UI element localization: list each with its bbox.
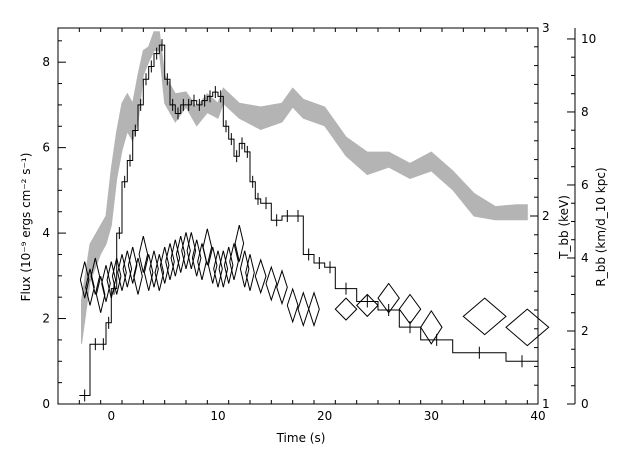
radius-diamond: [254, 258, 267, 295]
radius-diamond: [334, 297, 358, 321]
radius-diamond: [90, 257, 101, 295]
radius-diamond: [127, 246, 138, 284]
radius-diamond: [218, 250, 229, 288]
flux-histogram-layer: [79, 39, 538, 402]
x-axis-title: Time (s): [276, 431, 326, 445]
flux-tick-label: 4: [42, 226, 50, 240]
radius-diamond: [133, 257, 143, 295]
radius-tick-label: 2: [581, 324, 589, 338]
x-tick-label: 40: [530, 409, 545, 423]
temperature-tick-label: 3: [542, 21, 550, 35]
temperature-tick-label: 1: [542, 397, 550, 411]
x-tick-label: 0: [108, 409, 116, 423]
flux-tick-label: 8: [42, 55, 50, 69]
radius-diamond: [202, 228, 213, 266]
radius-diamond: [234, 224, 245, 262]
radius-tick-label: 0: [581, 397, 589, 411]
flux-histogram-line: [79, 44, 538, 396]
radius-tick-label: 4: [581, 251, 589, 265]
temperature-axis-title: T_bb (keV): [557, 195, 571, 260]
radius-diamond: [276, 269, 288, 306]
radius-diamond: [95, 276, 106, 313]
radius-diamond-layer: [79, 224, 550, 347]
flux-tick-label: 2: [42, 312, 50, 326]
flux-axis-title: Flux (10⁻⁹ ergs cm⁻² s⁻¹): [19, 153, 33, 302]
radius-diamond: [165, 243, 175, 281]
radius-diamond: [229, 243, 239, 281]
radius-diamond: [175, 235, 186, 273]
radius-diamond: [505, 308, 550, 347]
radius-diamond: [398, 293, 422, 325]
radius-diamond: [85, 268, 95, 306]
radius-diamond: [170, 239, 181, 277]
radius-diamond: [186, 232, 197, 270]
temperature-band: [81, 31, 528, 344]
radius-tick-label: 8: [581, 105, 589, 119]
radius-diamond: [111, 257, 122, 295]
x-tick-label: 20: [317, 409, 332, 423]
radius-tick-label: 10: [581, 32, 596, 46]
radius-diamond: [265, 265, 278, 302]
radius-diamond: [138, 235, 149, 273]
radius-diamond: [79, 261, 90, 299]
radius-diamond: [245, 254, 255, 291]
radius-diamond: [420, 309, 443, 345]
radius-diamond: [159, 246, 170, 284]
radius-tick-label: 6: [581, 178, 589, 192]
radius-diamond: [223, 246, 234, 284]
radius-diamond: [122, 250, 133, 288]
radius-diamond: [117, 254, 127, 291]
radius-diamond: [308, 291, 320, 328]
axis-ticks-layer: [57, 27, 576, 405]
x-tick-label: 30: [424, 409, 439, 423]
flux-tick-label: 0: [42, 397, 50, 411]
radius-diamond: [154, 254, 165, 291]
temperature-band-layer: [81, 31, 528, 344]
temperature-tick-label: 2: [542, 209, 550, 223]
x-tick-label: 10: [210, 409, 225, 423]
radius-axis-title: R_bb (km/d_10 kpc): [594, 167, 608, 286]
radius-diamond: [143, 254, 154, 291]
flux-tick-label: 6: [42, 141, 50, 155]
radius-diamond: [297, 291, 310, 328]
radius-diamond: [286, 287, 299, 324]
radius-diamond: [462, 297, 507, 336]
radius-diamond: [101, 265, 111, 302]
